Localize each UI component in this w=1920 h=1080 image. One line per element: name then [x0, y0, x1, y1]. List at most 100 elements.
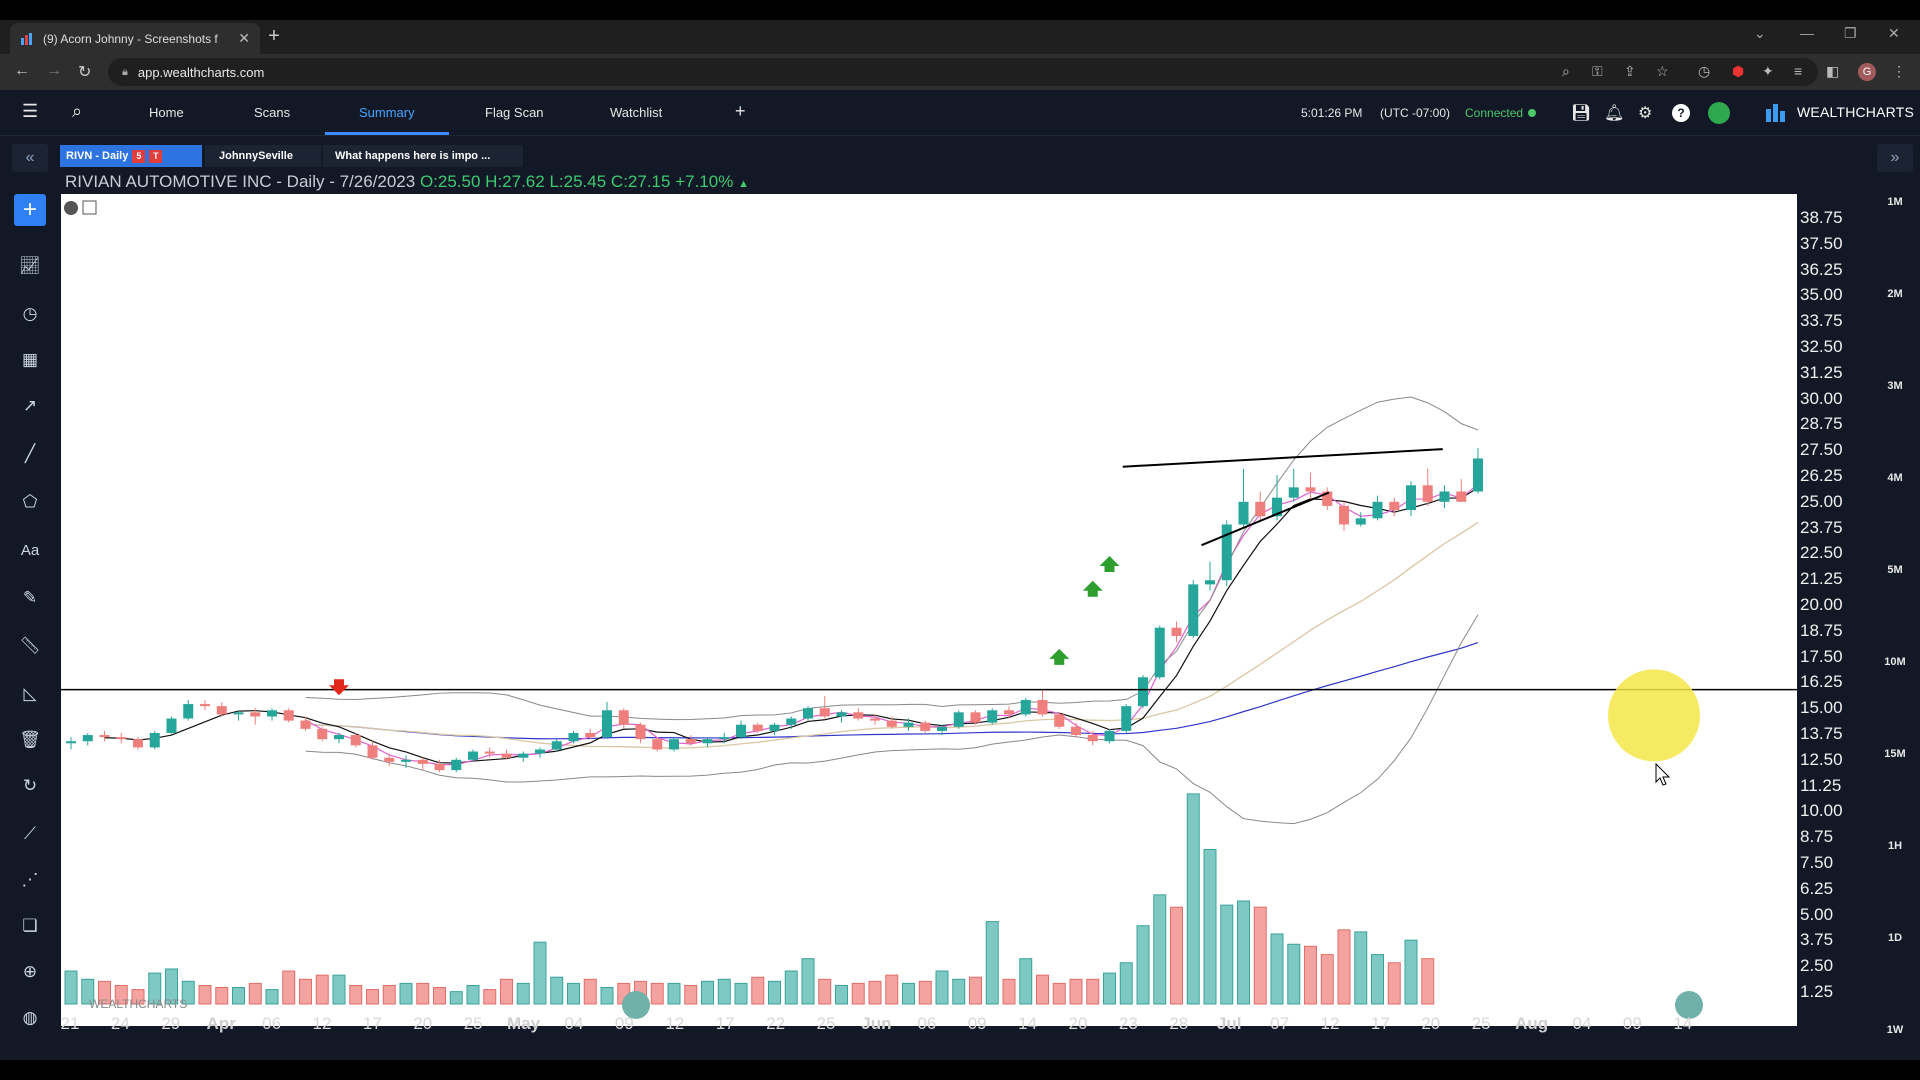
collapse-right-icon[interactable]: »: [1877, 144, 1913, 172]
volume-bar: [483, 989, 497, 1005]
candle-body: [384, 757, 395, 762]
browser-tab[interactable]: (9) Acorn Johnny - Screenshots f ✕: [10, 23, 260, 54]
add-tab-icon[interactable]: +: [735, 101, 746, 121]
tab-search-icon[interactable]: ⌄: [1754, 25, 1766, 41]
key-icon[interactable]: ⚿: [1592, 63, 1603, 79]
period-5m[interactable]: 5M: [1887, 564, 1903, 576]
refresh-icon[interactable]: ↻: [22, 776, 38, 795]
calendar-icon[interactable]: ▦: [21, 350, 39, 369]
menu-dots-icon[interactable]: ⋮: [1892, 63, 1906, 79]
profile-avatar[interactable]: G: [1858, 63, 1876, 81]
back-icon[interactable]: ←: [14, 62, 30, 79]
sidepanel-icon[interactable]: ◧: [1826, 63, 1840, 79]
brand-name: WEALTHCHARTS: [1797, 104, 1915, 120]
nav-summary[interactable]: Summary: [359, 105, 415, 120]
bookmark-star-icon[interactable]: ☆: [1656, 63, 1669, 79]
volume-bar: [81, 978, 95, 1005]
share-icon[interactable]: ⇪: [1624, 63, 1636, 79]
price-axis[interactable]: 38.75 37.50 36.25 35.00 33.75 32.50 31.25 30.00…: [1800, 194, 1866, 1026]
shape-tool-icon[interactable]: ⬠: [22, 492, 38, 511]
window-close-icon[interactable]: ✕: [1888, 25, 1900, 41]
trend-icon[interactable]: ↗: [22, 396, 38, 415]
copy-icon[interactable]: ❏: [22, 916, 38, 935]
hamburger-menu-icon[interactable]: ☰: [22, 101, 39, 121]
period-1d[interactable]: 1D: [1887, 932, 1903, 944]
ruler-icon[interactable]: 📏︎: [19, 636, 41, 655]
symbol-tab[interactable]: RIVN - Daily 5 T: [60, 145, 202, 167]
volume-bar: [1002, 978, 1016, 1005]
nodes-icon[interactable]: ⋰: [21, 870, 39, 889]
nav-home[interactable]: Home: [149, 105, 184, 120]
period-10m[interactable]: 10M: [1884, 656, 1906, 668]
add-indicator-button[interactable]: +: [14, 194, 46, 226]
period-1w[interactable]: 1W: [1886, 1024, 1904, 1036]
price-tick-label: 26.25: [1800, 466, 1843, 485]
trash-icon[interactable]: 🗑︎: [19, 730, 41, 749]
measure-icon[interactable]: ◺: [23, 684, 37, 703]
time-tick-label: 17: [715, 1014, 735, 1033]
candle-body: [585, 732, 596, 738]
chart-settings-icon: [64, 201, 78, 215]
price-tick-label: 16.25: [1800, 672, 1843, 692]
candle-body: [451, 759, 462, 771]
puzzle-icon[interactable]: ✦: [1762, 63, 1774, 79]
media-icon[interactable]: ≡: [1794, 63, 1803, 79]
text-tool-icon[interactable]: Aa: [20, 541, 40, 559]
nav-watchlist[interactable]: Watchlist: [610, 105, 663, 120]
candle-body: [1406, 485, 1416, 511]
line-tool-icon[interactable]: ╱: [24, 444, 36, 463]
restore-icon[interactable]: ❐: [1844, 25, 1857, 41]
line-chart-icon[interactable]: ⟋: [24, 824, 36, 843]
collapse-left-icon[interactable]: «: [12, 144, 48, 172]
volume-bar: [433, 987, 446, 1005]
time-tick-label: 25: [1471, 1014, 1491, 1033]
chart-style-icon[interactable]: 📈︎: [19, 256, 41, 275]
pencil-icon[interactable]: ✎: [22, 588, 38, 607]
zoom-search-icon[interactable]: ⌕: [1562, 63, 1570, 79]
minimize-icon[interactable]: —: [1800, 25, 1814, 41]
crosshair-icon[interactable]: ⊕: [22, 962, 38, 981]
time-tick-label: 17: [1370, 1014, 1390, 1033]
volume-bar: [550, 976, 564, 1005]
idea-bulb-icon[interactable]: [1708, 102, 1730, 124]
volume-bar: [1036, 974, 1049, 1005]
price-tick-label: 18.75: [1800, 620, 1843, 640]
period-1h[interactable]: 1H: [1887, 840, 1903, 852]
ublock-icon[interactable]: ⬢: [1732, 63, 1745, 79]
volume-bar: [801, 958, 815, 1005]
chart-plot-area[interactable]: WEALTHCHARTS: [61, 194, 1797, 1026]
new-tab-icon[interactable]: +: [268, 25, 280, 47]
candle-body: [518, 753, 529, 758]
time-tick-label: 20: [413, 1014, 433, 1033]
address-bar[interactable]: 🔒︎ app.wealthcharts.com: [108, 58, 1818, 86]
help-icon[interactable]: ?: [1672, 104, 1690, 122]
candle-body: [1238, 501, 1249, 525]
volume-bar: [600, 987, 614, 1005]
clock-icon[interactable]: ◷: [22, 304, 38, 323]
globe-icon[interactable]: ◍: [22, 1008, 38, 1027]
volume-bar: [332, 974, 346, 1005]
note-tab[interactable]: What happens here is impo ...: [323, 145, 523, 167]
candle-body: [1205, 580, 1215, 585]
time-tick-label: 23: [1118, 1014, 1138, 1033]
reload-icon[interactable]: ↻: [78, 64, 92, 81]
tab-close-icon[interactable]: ✕: [238, 30, 250, 46]
period-3m[interactable]: 3M: [1887, 380, 1903, 392]
period-4m[interactable]: 4M: [1887, 472, 1903, 484]
candle-body: [903, 722, 914, 727]
settings-gear-icon[interactable]: ⚙: [1638, 105, 1653, 122]
user-tab[interactable]: JohnnySeville: [205, 145, 321, 167]
period-1m[interactable]: 1M: [1887, 196, 1903, 208]
sell-arrow-icon: [329, 679, 349, 696]
period-2m[interactable]: 2M: [1887, 288, 1903, 300]
nav-scans[interactable]: Scans: [254, 105, 291, 120]
forward-icon[interactable]: →: [46, 62, 62, 79]
period-15m[interactable]: 15M: [1884, 748, 1906, 760]
price-tick-label: 5.00: [1800, 904, 1834, 924]
volume-bar: [751, 976, 765, 1005]
notification-bell-icon[interactable]: 🔔︎: [1604, 105, 1625, 122]
nav-flag-scan[interactable]: Flag Scan: [485, 105, 544, 120]
save-icon[interactable]: 💾︎: [1571, 105, 1592, 122]
search-icon[interactable]: ⌕: [72, 101, 83, 121]
extension-icon[interactable]: ◷: [1698, 63, 1711, 79]
